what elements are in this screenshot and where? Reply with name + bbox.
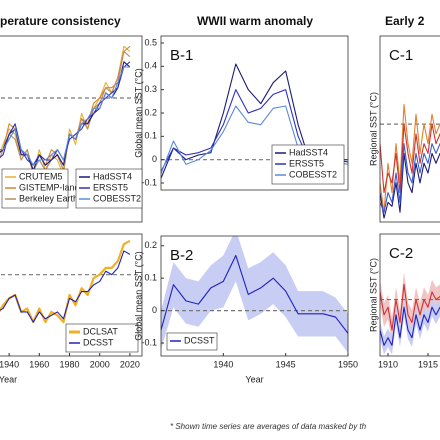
x-tick-label: 1945 [276, 359, 296, 369]
y-tick-label: 0.2 [144, 107, 157, 117]
y-axis-label: Regional SST (°C) [368, 92, 378, 166]
legend-label: GISTEMP-land [19, 182, 80, 192]
y-axis-label: Global mean SST (°C) [133, 68, 143, 157]
legend-box [166, 332, 218, 351]
panel-label: C-1 [389, 47, 413, 64]
plot-frame [379, 35, 440, 223]
plot-area [380, 103, 440, 219]
panel-label: C-2 [389, 245, 413, 262]
legend-label: CRUTEM5 [19, 171, 63, 181]
series-line [380, 103, 440, 213]
legend-label: DCSST [83, 337, 114, 347]
uncertainty-band [380, 298, 440, 355]
plot-frame [0, 35, 143, 223]
x-tick-label: 1960 [29, 359, 49, 369]
x-axis-label: Year [245, 374, 263, 384]
y-tick-label: -0.1 [141, 337, 157, 347]
panel-title: Early 2 [385, 14, 425, 28]
legend-box [65, 323, 139, 353]
x-tick-label: 1940 [213, 359, 233, 369]
plot-area [380, 272, 440, 355]
plot-frame [0, 233, 143, 357]
y-tick-label: 0.3 [144, 84, 157, 94]
series-line [380, 152, 440, 219]
x-tick-label: 2020 [120, 359, 140, 369]
plot-frame [160, 235, 349, 357]
legend-label: COBESST2 [93, 193, 141, 203]
legend-label: HadSST4 [289, 147, 328, 157]
x-tick-label: 1940 [0, 359, 19, 369]
plot-frame [379, 233, 440, 357]
legend-box [1, 168, 69, 209]
y-tick-label: 0 [152, 305, 157, 315]
y-tick-label: 0 [152, 154, 157, 164]
legend-label: ERSST5 [93, 182, 128, 192]
series-line [0, 66, 130, 166]
legend-label: DCLSAT [83, 326, 118, 336]
x-axis-label: Year [0, 374, 17, 384]
y-tick-label: 0.2 [144, 240, 157, 250]
legend-label: DCSST [184, 335, 215, 345]
x-tick-label: 1980 [59, 359, 79, 369]
x-tick-label: 1915 [418, 359, 438, 369]
panel-title: perature consistency [0, 14, 121, 28]
legend-label: Berkeley Earth [19, 193, 78, 203]
plot-area [0, 239, 142, 324]
series-line [380, 306, 440, 346]
footnote: * Shown time series are averages of data… [170, 422, 367, 431]
legend-label: COBESST2 [289, 169, 337, 179]
y-axis-label: Regional SST (°C) [368, 258, 378, 332]
y-axis-label: Global mean SST (°C) [133, 251, 143, 340]
legend-label: ERSST5 [289, 158, 324, 168]
y-tick-label: 0.1 [144, 273, 157, 283]
panel-label: B-2 [170, 247, 193, 264]
plot-area [161, 236, 348, 353]
panel-label: B-1 [170, 47, 193, 64]
uncertainty-band [161, 236, 348, 353]
y-tick-label: 0.4 [144, 61, 157, 71]
uncertainty-band [380, 272, 440, 343]
y-tick-label: -0.1 [141, 177, 157, 187]
x-tick-label: 1910 [378, 359, 398, 369]
series-line [380, 123, 440, 194]
y-tick-label: 0.5 [144, 37, 157, 47]
x-tick-label: 1950 [338, 359, 358, 369]
panel-title: WWII warm anomaly [197, 14, 313, 28]
series-line [161, 254, 348, 334]
series-line [380, 143, 440, 213]
series-line [0, 250, 131, 323]
legend-label: HadSST4 [93, 171, 132, 181]
x-tick-label: 2000 [90, 359, 110, 369]
series-line [380, 283, 440, 331]
y-tick-label: 0.1 [144, 131, 157, 141]
